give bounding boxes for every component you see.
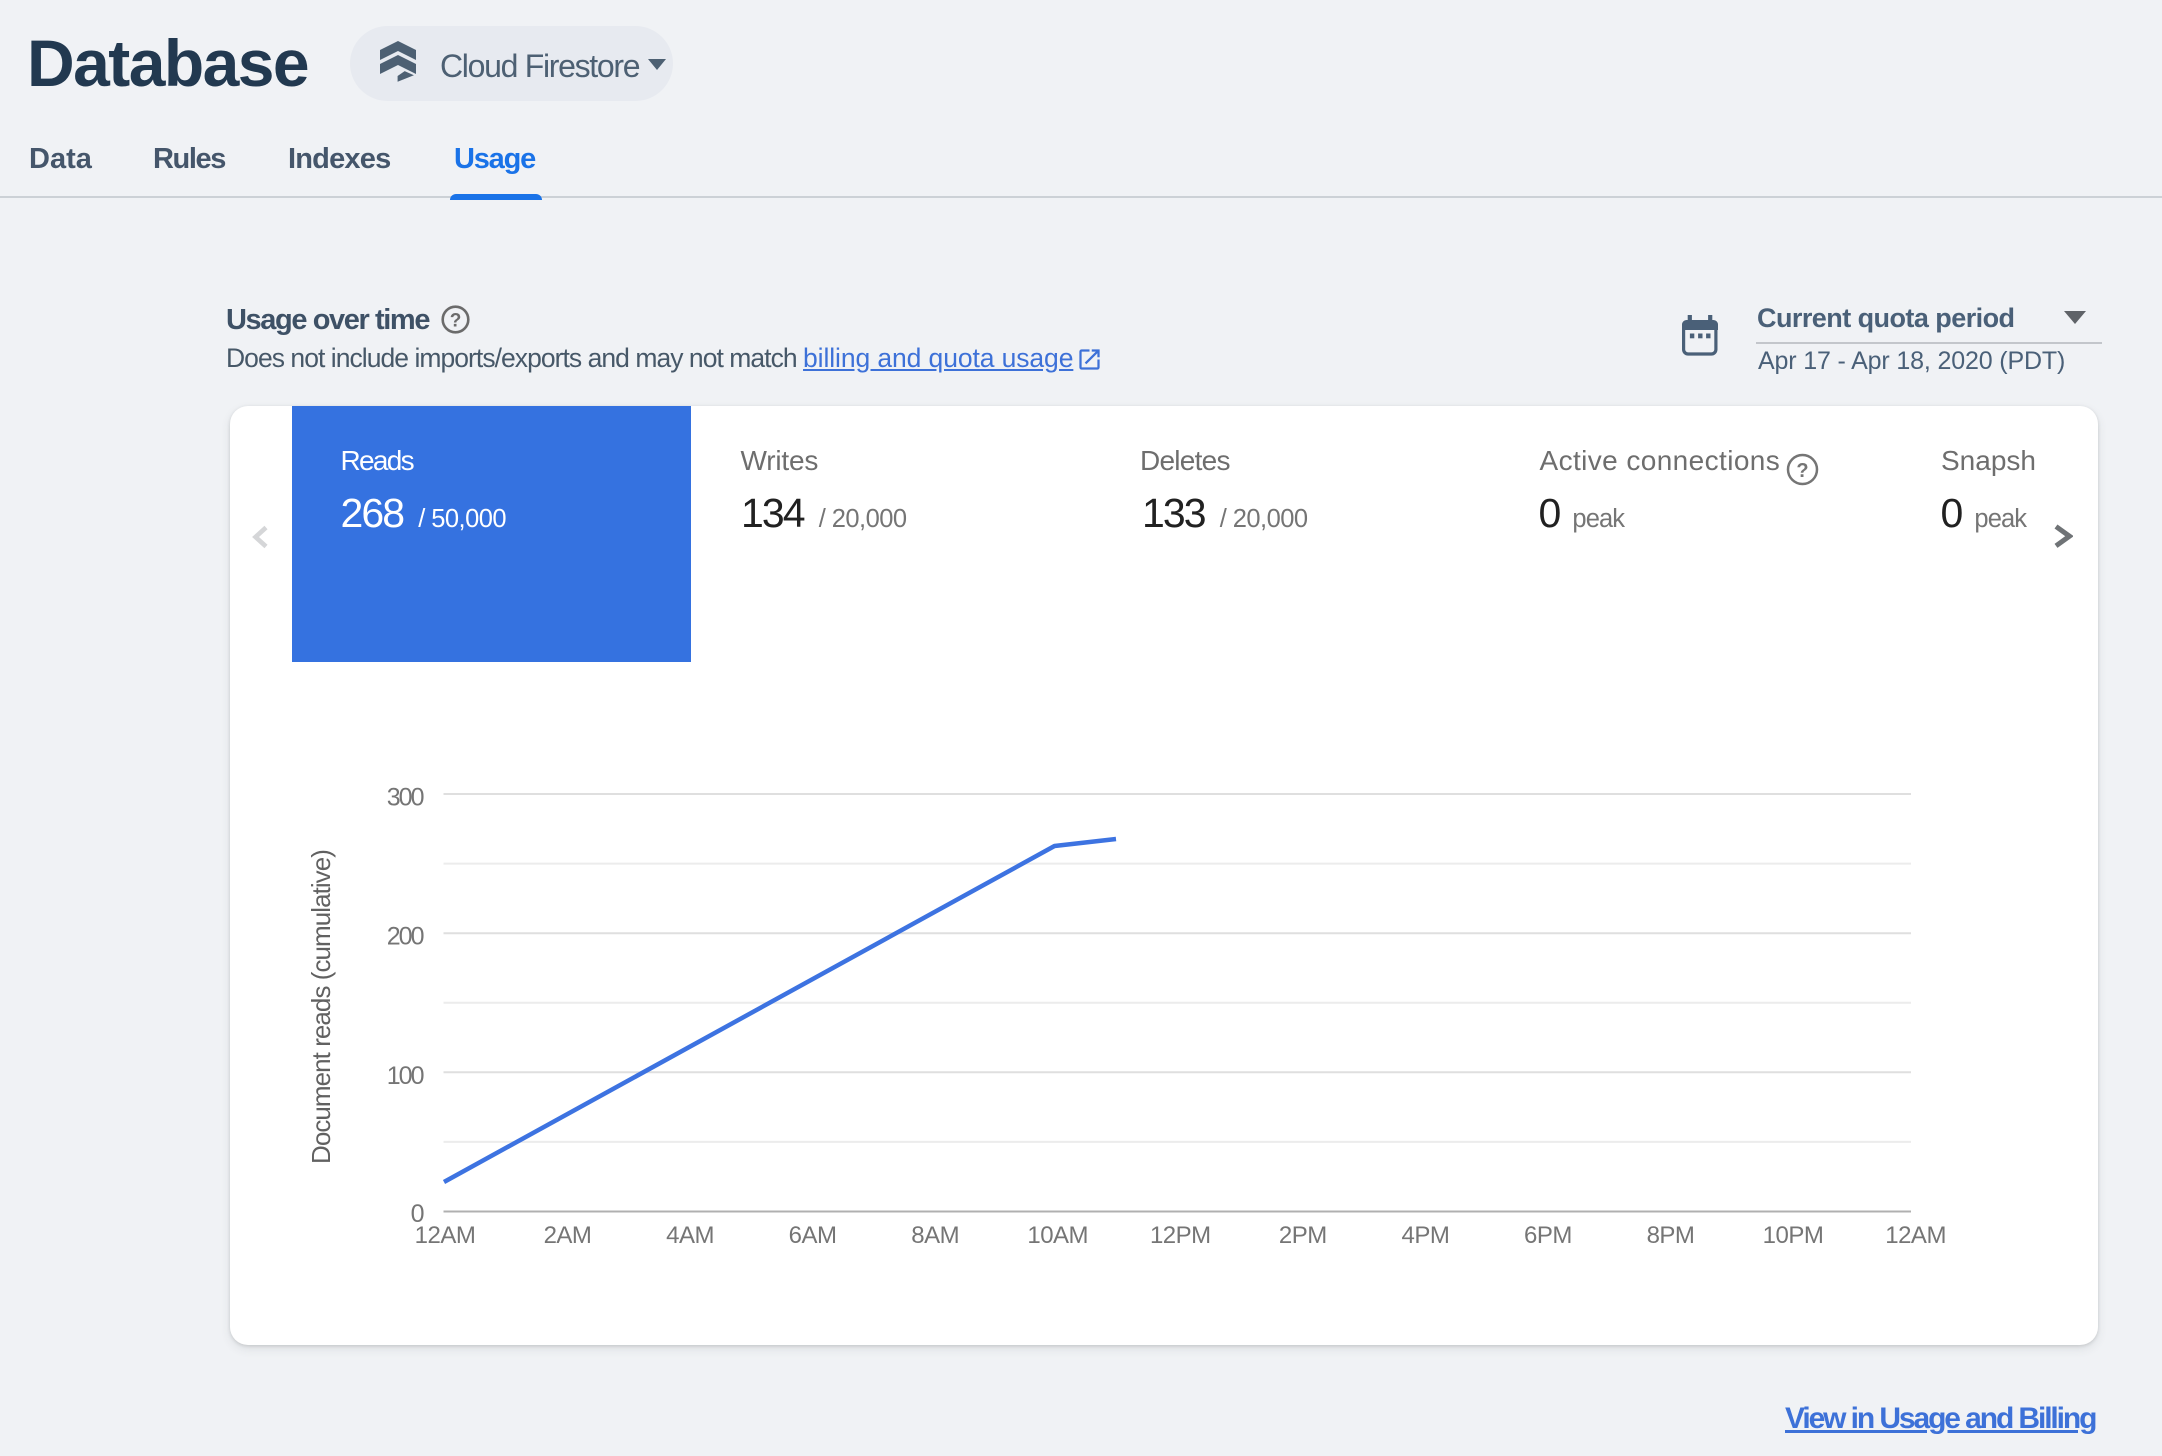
svg-text:12AM: 12AM: [415, 1222, 476, 1249]
svg-text:12AM: 12AM: [1885, 1222, 1946, 1249]
svg-text:2AM: 2AM: [544, 1222, 592, 1249]
svg-text:?: ?: [450, 311, 462, 332]
svg-text:?: ?: [1796, 460, 1808, 482]
svg-text:200: 200: [387, 923, 424, 951]
svg-text:Document reads (cumulative): Document reads (cumulative): [306, 850, 336, 1164]
svg-text:6AM: 6AM: [789, 1222, 837, 1249]
svg-text:10PM: 10PM: [1763, 1222, 1824, 1249]
svg-text:4PM: 4PM: [1401, 1222, 1449, 1249]
svg-text:2PM: 2PM: [1279, 1222, 1327, 1249]
svg-text:6PM: 6PM: [1524, 1222, 1572, 1249]
svg-text:300: 300: [387, 784, 424, 812]
svg-text:100: 100: [387, 1062, 424, 1090]
svg-text:0: 0: [411, 1200, 424, 1228]
svg-text:8PM: 8PM: [1647, 1222, 1695, 1249]
svg-text:8AM: 8AM: [911, 1222, 959, 1249]
svg-text:12PM: 12PM: [1150, 1222, 1211, 1249]
svg-text:10AM: 10AM: [1027, 1222, 1088, 1249]
svg-text:4AM: 4AM: [666, 1222, 714, 1249]
